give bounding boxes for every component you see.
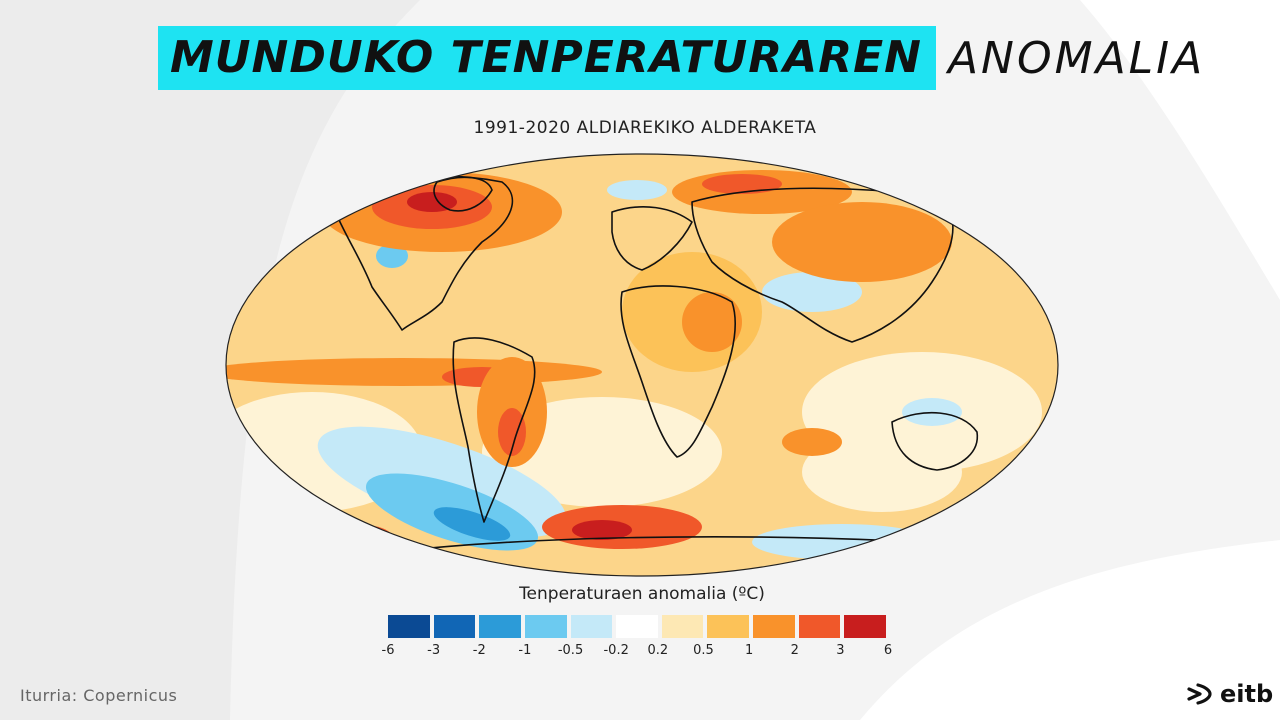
eitb-logo: eitb [1186, 680, 1273, 708]
legend-swatch [844, 615, 886, 638]
legend-tick-label: -0.5 [557, 643, 584, 658]
legend-tick-label: 0.5 [693, 643, 714, 658]
legend-tick-label: -3 [427, 643, 441, 658]
legend-swatch [707, 615, 750, 638]
map-border [225, 153, 1059, 577]
north-america-outline [334, 175, 514, 331]
legend-swatch [570, 615, 613, 638]
title: MUNDUKO TENPERATURAREN ANOMALIA [158, 26, 1205, 90]
legend-tick-label: 1 [744, 643, 754, 658]
legend-tick-label: -2 [472, 643, 486, 658]
legend-tick-label: -1 [518, 643, 532, 658]
legend-swatch [616, 615, 658, 638]
greenland-outline [433, 176, 493, 212]
australia-outline [891, 411, 979, 471]
legend-swatch [433, 615, 476, 638]
legend-swatch [524, 615, 567, 638]
world-anomaly-map [225, 153, 1059, 577]
legend-tick-label: 0.2 [647, 643, 669, 658]
legend-swatch [388, 615, 430, 638]
legend-colorbar [388, 615, 890, 638]
legend-swatch [753, 615, 795, 638]
legend-tick-label: 2 [790, 643, 799, 658]
legend-tick-label: -0.2 [603, 643, 629, 658]
eitb-logo-icon [1187, 683, 1212, 705]
legend-swatch [661, 615, 704, 638]
europe-outline [611, 206, 693, 271]
legend-tick-label: -6 [381, 643, 395, 658]
title-highlighted: MUNDUKO TENPERATURAREN [158, 26, 936, 90]
legend-swatch [798, 615, 841, 638]
title-light: ANOMALIA [947, 32, 1206, 84]
africa-outline [620, 285, 736, 458]
south-america-outline [452, 337, 536, 523]
legend-tick-label: 3 [836, 643, 845, 658]
legend-title: Tenperaturaen anomalia (ºC) [519, 584, 765, 604]
eitb-logo-text: eitb [1220, 680, 1274, 708]
legend-swatch [479, 615, 521, 638]
legend-tick-label: 6 [883, 643, 893, 658]
subtitle: 1991-2020 ALDIAREKIKO ALDERAKETA [473, 118, 817, 138]
source-credit: Iturria: Copernicus [20, 686, 178, 705]
